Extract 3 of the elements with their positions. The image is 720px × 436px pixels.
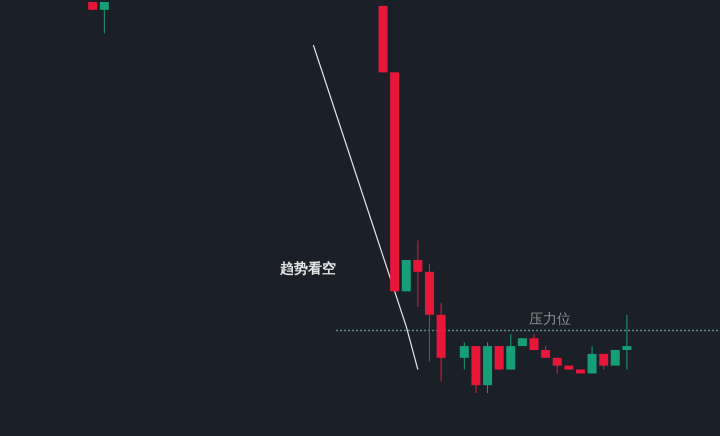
ref-line: 压力位 <box>336 311 720 332</box>
annotation: 趋势看空 <box>279 260 336 277</box>
ref-line-label: 压力位 <box>529 311 571 328</box>
